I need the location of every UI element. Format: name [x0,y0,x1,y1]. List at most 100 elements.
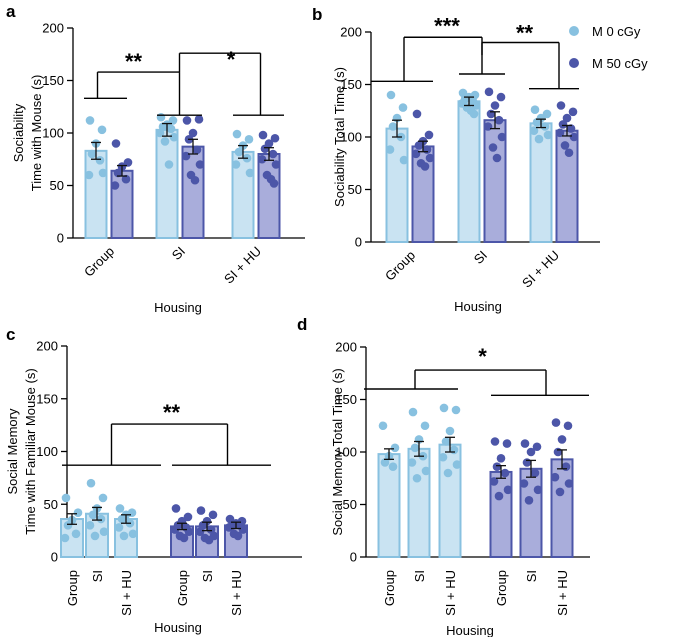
data-point [164,160,174,169]
data-point [414,141,424,150]
significance-stars: *** [434,13,460,38]
data-point [96,514,106,524]
data-point [438,452,448,462]
data-point [543,130,553,140]
data-point [490,437,500,446]
data-point [412,473,422,483]
data-point [551,418,561,427]
data-point [407,458,417,467]
x-tick-label: Group [382,570,397,606]
y-tick-label: 150 [36,391,58,406]
y-tick-label: 0 [57,231,64,246]
x-tick-label: SI + HU [555,570,570,616]
data-point [195,160,205,169]
data-point [260,144,270,154]
x-axis-title: Housing [154,300,202,315]
y-axis-label-line: Sociability Total Time (s) [332,67,347,207]
panel-letter: b [312,5,322,24]
data-point [170,525,180,534]
y-tick-label: 50 [44,497,58,512]
data-point [156,112,166,122]
data-point [494,491,504,501]
data-point [566,124,576,133]
data-point [257,154,267,164]
data-point [445,426,455,436]
significance-stars: * [227,47,236,72]
y-tick-label: 0 [51,550,58,565]
data-point [449,445,459,455]
data-point [558,120,568,129]
y-tick-label: 150 [42,73,64,88]
data-point [99,527,109,536]
data-point [524,496,534,505]
data-point [269,179,279,188]
data-point [412,109,422,119]
data-point [494,115,504,125]
panel-letter: a [6,2,16,21]
data-point [258,130,268,140]
data-point [390,443,400,453]
data-point [496,454,506,463]
data-point [168,116,178,125]
y-axis-label-line: Social Memory Total Time (s) [330,368,345,535]
data-point [183,512,193,522]
data-point [420,162,430,171]
data-point [85,116,95,125]
data-point [526,447,536,457]
data-point [534,134,544,144]
data-point [95,156,105,165]
data-point [98,493,108,503]
data-point [61,493,71,503]
y-axis-label-line: Time with Familiar Mouse (s) [23,368,38,534]
data-point [496,92,506,102]
data-point [568,107,578,117]
y-tick-label: 100 [335,445,357,460]
data-point [441,437,451,446]
panel-c: c 0 50 100 150 200 Social Memory Time with Fami… [5,325,302,635]
data-point [497,132,507,142]
y-axis-label-line: Sociability [11,103,26,162]
data-point [398,103,408,112]
data-point [192,145,202,155]
data-point [128,529,138,539]
data-point [550,472,560,482]
data-point [208,510,218,520]
data-point [388,122,398,131]
data-point [422,145,432,154]
data-point [169,132,179,142]
data-point [179,533,189,543]
x-tick-label: SI [90,570,105,582]
data-point [194,115,204,124]
x-tick-label: SI + HU [519,248,562,291]
data-point [553,447,563,457]
x-tick-label: Group [65,570,80,606]
data-point [195,527,205,536]
data-point [399,155,409,165]
data-point [98,168,108,178]
data-point [410,443,420,453]
y-axis-label-line: Time with Mouse (s) [29,75,44,192]
data-point [386,90,396,100]
data-point [182,116,192,125]
significance-stars: * [478,344,487,369]
x-tick-label: SI [471,248,490,267]
y-tick-label: 100 [42,126,64,141]
data-point [408,407,418,417]
data-point [486,109,496,119]
data-point [490,101,500,110]
x-axis-title: Housing [454,299,502,314]
data-point [564,148,574,158]
x-tick-label: SI [524,570,539,582]
data-point [502,439,512,448]
data-point [190,175,200,185]
data-point [90,531,100,541]
data-point [500,468,510,478]
data-point [271,160,281,169]
data-point [71,529,81,539]
data-point [532,118,542,127]
x-tick-label: Group [382,248,418,284]
data-point [540,122,550,131]
panel-letter: d [297,315,307,334]
panel-a: a 0 50 100 150 200 Sociability Time with Mouse … [6,2,305,315]
legend-label-m0: M 0 cGy [592,24,641,39]
